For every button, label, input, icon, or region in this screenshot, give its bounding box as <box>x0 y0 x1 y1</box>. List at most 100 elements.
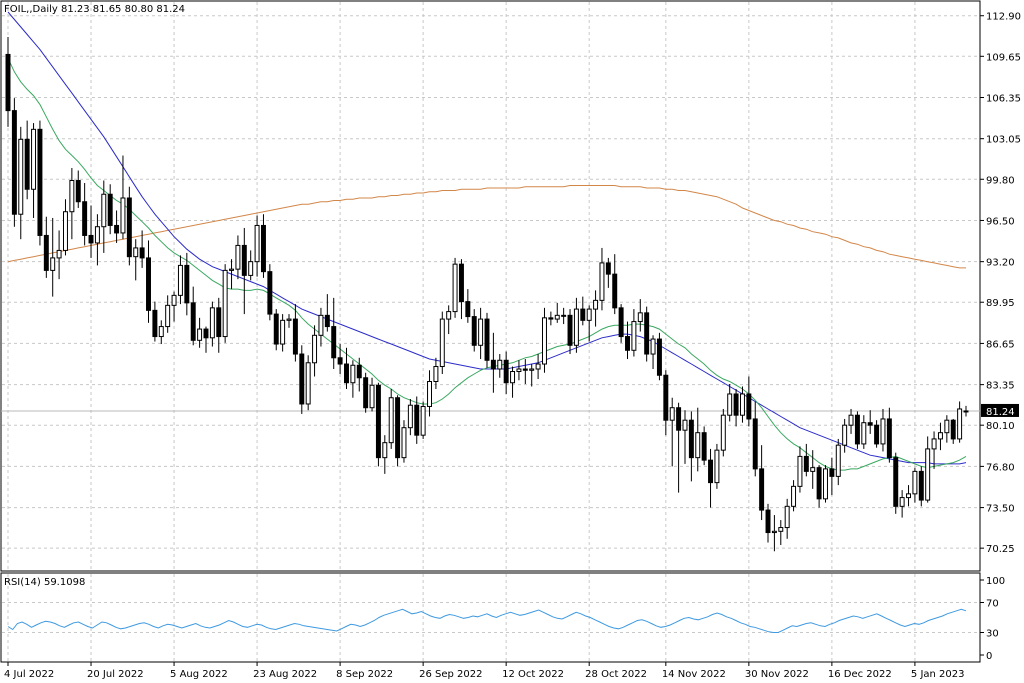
price-tick-label: 103.05 <box>986 135 1021 146</box>
candle-body <box>848 414 854 426</box>
price-tick-label: 83.35 <box>986 381 1015 392</box>
candle-body <box>797 455 803 487</box>
candle-body <box>241 244 247 276</box>
time-tick-label: 5 Jan 2023 <box>911 669 965 680</box>
candle-body <box>637 312 643 323</box>
candle-body <box>324 314 330 328</box>
candle-body <box>599 262 605 301</box>
candle-body <box>937 432 943 440</box>
price-tick-label: 73.50 <box>986 504 1015 515</box>
candle-body <box>708 459 714 484</box>
candle-body <box>510 371 516 384</box>
candle-body <box>778 527 784 532</box>
candle-body <box>229 268 235 271</box>
price-tick-label: 96.50 <box>986 216 1015 227</box>
candle-body <box>803 455 809 472</box>
candle-body <box>842 424 848 446</box>
candle-body <box>209 307 215 339</box>
candle-body <box>561 314 567 317</box>
current-price-box: 81.24 <box>981 403 1019 418</box>
candle-body <box>286 318 292 321</box>
candle-body <box>94 226 100 244</box>
candle-body <box>5 53 11 112</box>
candle-body <box>497 359 503 370</box>
time-tick-label: 28 Oct 2022 <box>585 669 647 680</box>
candle-body <box>31 128 37 190</box>
candle-body <box>771 530 777 534</box>
candle-body <box>886 418 892 459</box>
candle-body <box>765 509 771 534</box>
candle-body <box>516 368 522 373</box>
candle-body <box>446 311 452 320</box>
candle-body <box>727 393 733 416</box>
candle-body <box>739 393 745 416</box>
candle-body <box>184 264 190 304</box>
rsi-axis: 100 70 30 0 <box>980 576 1005 662</box>
price-tick-label: 80.10 <box>986 421 1015 432</box>
candle-body <box>612 273 618 309</box>
candle-body <box>701 432 707 461</box>
time-tick-label: 14 Nov 2022 <box>662 669 726 680</box>
candle-body <box>688 419 694 459</box>
time-tick-label: 8 Sep 2022 <box>336 669 393 680</box>
candle-body <box>56 249 62 259</box>
candle-body <box>260 224 266 273</box>
candle-body <box>950 419 956 440</box>
candle-body <box>50 257 56 271</box>
candle-body <box>714 449 720 484</box>
candle-body <box>605 262 611 275</box>
time-tick-label: 30 Nov 2022 <box>745 669 809 680</box>
candle-body <box>254 224 260 263</box>
candle-body <box>682 419 688 431</box>
time-tick-label: 16 Dec 2022 <box>828 669 892 680</box>
chart-title: FOIL,,Daily 81.23 81.65 80.80 81.24 <box>4 4 185 15</box>
candle-body <box>854 414 860 445</box>
price-tick-label: 99.80 <box>986 175 1015 186</box>
candle-body <box>478 318 484 346</box>
price-tick-label: 112.90 <box>986 12 1021 23</box>
candle-body <box>107 193 113 226</box>
candle-body <box>420 405 426 436</box>
rsi-line <box>7 608 967 633</box>
time-tick-label: 5 Aug 2022 <box>170 669 228 680</box>
candle-body <box>816 467 822 500</box>
candle-body <box>177 264 183 296</box>
candle-body <box>75 180 81 203</box>
price-axis: 112.90 109.65 106.35 103.05 99.80 96.50 93.20 8… <box>980 12 1021 555</box>
candle-body <box>369 384 375 409</box>
candle-body <box>752 418 758 470</box>
candle-body <box>829 468 835 477</box>
candle-body <box>401 427 407 459</box>
candle-body <box>580 308 586 321</box>
candle-body <box>465 301 471 318</box>
candle-body <box>567 314 573 346</box>
ma-mid-path <box>7 11 967 465</box>
candle-body <box>318 314 324 336</box>
candle-body <box>548 317 554 320</box>
candle-body <box>171 294 177 306</box>
candle-body <box>203 328 209 339</box>
candle-body <box>554 314 560 320</box>
current-price-label: 81.24 <box>986 407 1015 418</box>
candle-body <box>529 368 535 371</box>
candle-body <box>337 357 343 365</box>
candle-body <box>344 363 349 384</box>
rsi-path <box>7 608 967 633</box>
candle-body <box>720 414 726 451</box>
candle-body <box>133 247 139 258</box>
candle-body <box>669 407 675 421</box>
candle-body <box>893 457 899 507</box>
grid <box>2 2 979 661</box>
candle-body <box>835 444 841 477</box>
ma-mid-line <box>7 11 967 465</box>
time-tick-label: 4 Jul 2022 <box>4 669 54 680</box>
candle-body <box>861 422 867 445</box>
candle-body <box>542 317 547 365</box>
candle-body <box>458 263 464 303</box>
candle-body <box>88 234 94 244</box>
candle-body <box>522 368 528 371</box>
candle-body <box>18 138 24 215</box>
candle-body <box>746 393 752 420</box>
candle-body <box>267 271 273 315</box>
